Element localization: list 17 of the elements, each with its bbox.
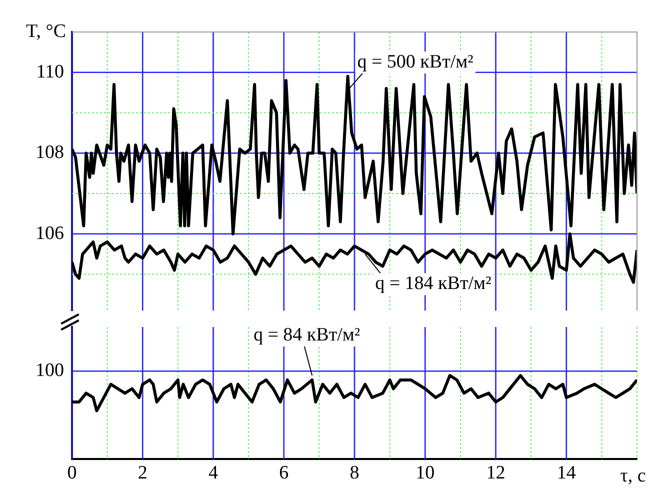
- x-tick-label: 6: [279, 462, 289, 484]
- y-axis-title: T, °C: [26, 20, 66, 42]
- x-tick-label: 14: [556, 462, 576, 484]
- x-tick-label: 12: [486, 462, 506, 484]
- x-tick-label: 2: [138, 462, 148, 484]
- x-tick-label: 4: [208, 462, 218, 484]
- x-axis-title: τ, с: [620, 466, 646, 487]
- y-tick-label: 110: [36, 61, 64, 82]
- y-tick-label: 106: [36, 222, 64, 244]
- y-tick-label: 108: [36, 142, 64, 164]
- annotation: q = 184 кВт/м²: [375, 273, 492, 294]
- annotation: q = 500 кВт/м²: [357, 52, 474, 73]
- text: 100: [36, 360, 64, 382]
- x-tick-label: 10: [416, 462, 435, 484]
- x-tick-label: 8: [350, 462, 360, 484]
- annotation: q = 84 кВт/м²: [253, 324, 360, 346]
- x-tick-label: 0: [67, 462, 77, 484]
